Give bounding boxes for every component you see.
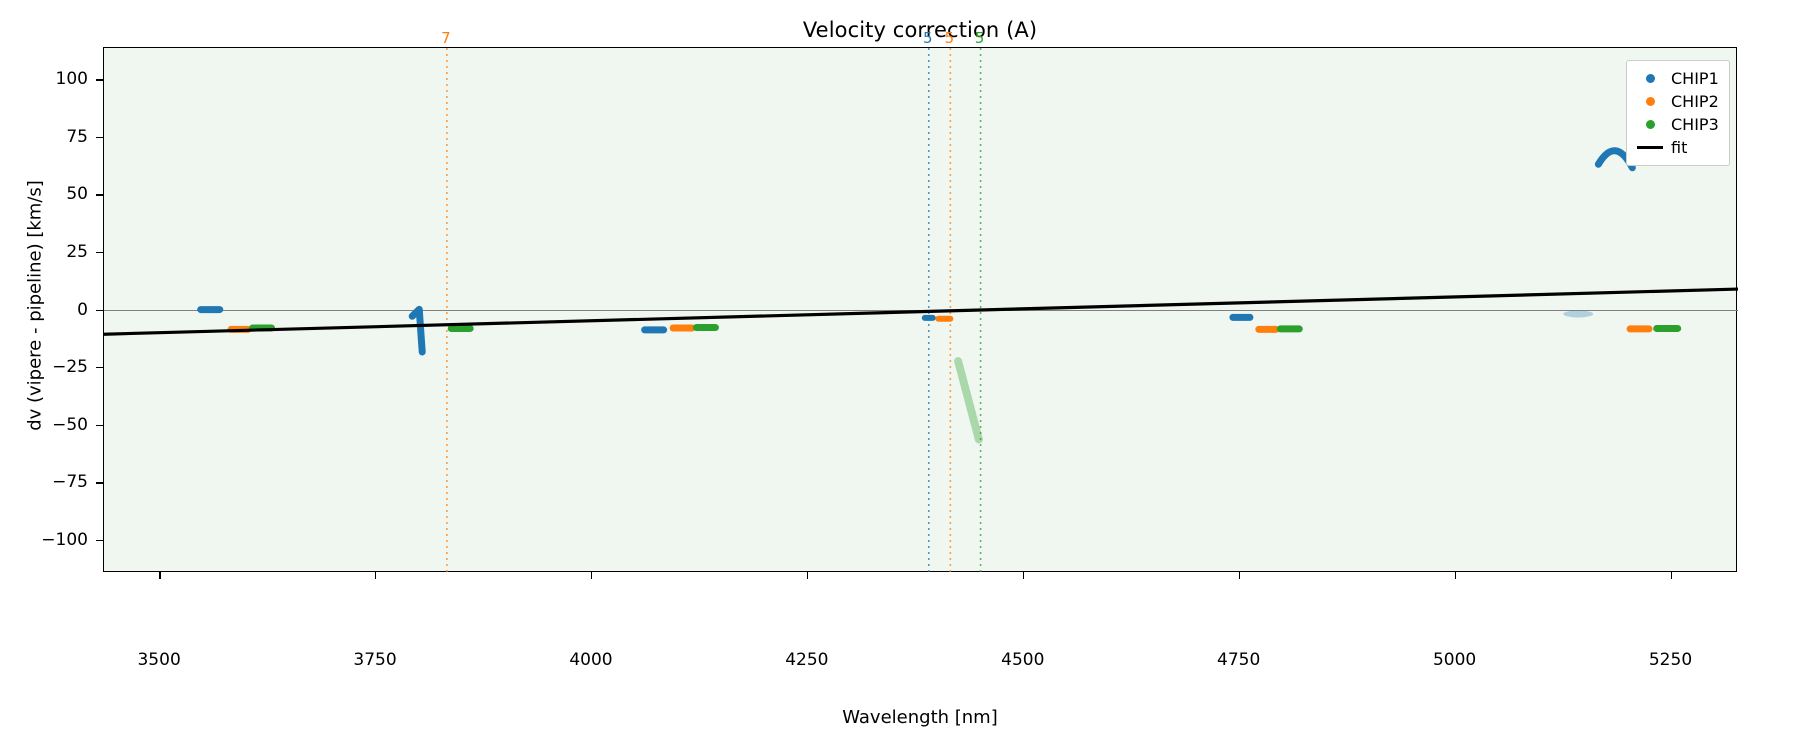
datapoint-chip2-4 (1626, 325, 1653, 333)
legend-label: CHIP3 (1671, 115, 1719, 134)
datapoint-chip3-3 (1276, 325, 1303, 333)
vline-label-0: 7 (441, 29, 451, 47)
y-tick-label: 0 (77, 299, 88, 320)
x-tick-mark (375, 572, 377, 579)
x-tick-mark (1022, 572, 1025, 579)
legend-item-chip1[interactable]: CHIP1 (1635, 67, 1721, 90)
x-tick-mark (806, 572, 809, 579)
legend-line-icon (1637, 146, 1663, 149)
legend: CHIP1 CHIP2 CHIP3 fit (1626, 60, 1730, 166)
vline-label-2: 5 (944, 29, 955, 47)
y-tick-label: −50 (52, 414, 88, 435)
y-tick-label: −75 (52, 472, 88, 493)
y-tick-label: 50 (66, 184, 88, 205)
chart-title: Velocity correction (A) (802, 18, 1038, 42)
x-tick-mark (1238, 572, 1241, 579)
x-tick-mark (159, 572, 161, 579)
legend-item-chip2[interactable]: CHIP2 (1635, 90, 1721, 113)
y-tick-label: 75 (66, 126, 88, 147)
x-tick-mark (590, 572, 593, 579)
x-tick-label: 4750 (1217, 650, 1261, 670)
legend-dot-icon (1645, 74, 1655, 83)
y-tick-mark (96, 309, 103, 311)
datapoint-chip2-2 (935, 315, 954, 322)
y-tick-mark (96, 424, 103, 427)
legend-label: fit (1671, 138, 1688, 157)
datapoint-chip3-4 (1653, 324, 1682, 332)
legend-item-chip3[interactable]: CHIP3 (1635, 113, 1721, 136)
legend-label: CHIP1 (1671, 69, 1719, 88)
x-tick-label: 5250 (1648, 650, 1693, 670)
faded-cluster-chip1 (1563, 310, 1594, 318)
y-tick-mark (96, 79, 103, 81)
y-tick-label: −100 (41, 529, 88, 550)
y-tick-mark (96, 251, 103, 254)
vline-label-1: 5 (922, 29, 933, 47)
datapoint-chip1-2 (641, 326, 668, 334)
y-tick-mark (96, 136, 103, 139)
x-tick-label: 4000 (569, 650, 613, 670)
datapoint-chip3-2 (692, 324, 719, 332)
x-tick-mark (1670, 572, 1672, 579)
y-tick-mark (96, 194, 103, 196)
x-tick-label: 3750 (353, 650, 397, 670)
x-tick-label: 4500 (1001, 650, 1045, 670)
datapoint-chip1-0 (197, 306, 224, 314)
tolerance-band (104, 48, 1736, 571)
outlier-streak-chip3 (954, 357, 983, 444)
x-tick-label: 4250 (785, 650, 829, 670)
datapoint-chip3-1 (447, 324, 474, 332)
y-tick-label: 25 (66, 241, 88, 262)
x-tick-mark (1454, 572, 1456, 579)
legend-label: CHIP2 (1671, 92, 1719, 111)
legend-dot-icon (1645, 97, 1655, 106)
y-tick-label: 100 (55, 69, 88, 90)
x-tick-label: 5000 (1432, 650, 1477, 670)
datapoint-chip1-1 (408, 305, 426, 356)
x-tick-label: 3500 (137, 650, 181, 670)
fit-line (104, 287, 1738, 336)
datapoint-chip1-3 (921, 314, 936, 321)
y-tick-mark (96, 482, 103, 484)
y-tick-mark (96, 539, 103, 542)
datapoint-chip2-3 (1255, 325, 1280, 333)
data-layer (104, 48, 1738, 573)
legend-item-fit[interactable]: fit (1635, 136, 1721, 159)
datapoint-chip2-1 (669, 324, 696, 332)
plot-area (103, 47, 1738, 573)
y-tick-label: −25 (52, 357, 88, 378)
datapoint-chip1-4 (1229, 313, 1254, 321)
y-tick-mark (96, 367, 103, 369)
x-axis-label: Wavelength [nm] (842, 707, 998, 728)
vline-label-3: 5 (974, 29, 985, 47)
legend-dot-icon (1645, 120, 1655, 129)
